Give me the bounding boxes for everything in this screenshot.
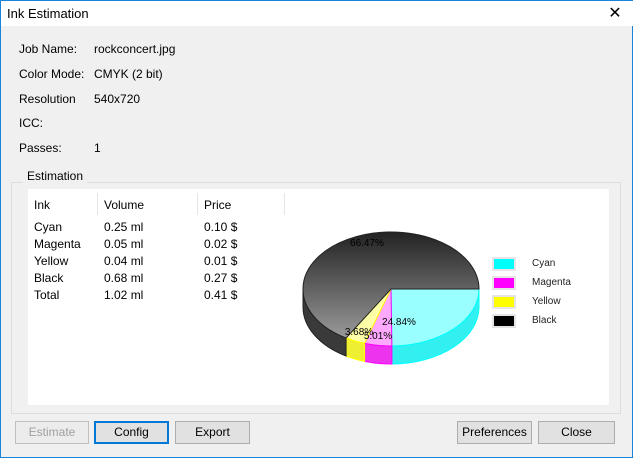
export-button[interactable]: Export (175, 421, 250, 444)
volume-cell: 0.68 ml (104, 271, 144, 285)
legend-swatch-yellow (494, 297, 514, 307)
preferences-button[interactable]: Preferences (457, 421, 532, 444)
column-divider[interactable] (197, 193, 198, 215)
volume-cell: 0.05 ml (104, 237, 144, 251)
ink-pie-chart: 24.84% 5.01%3.68% 66.47% (302, 231, 480, 365)
pie-side-magenta (364, 342, 393, 365)
resolution-value: 540x720 (94, 92, 141, 106)
estimation-group (11, 182, 621, 414)
estimate-button[interactable]: Estimate (15, 421, 89, 444)
column-header-volume[interactable]: Volume (104, 198, 145, 212)
legend-swatch-magenta (494, 278, 514, 288)
ink-name-cell: Yellow (34, 254, 69, 268)
price-cell: 0.02 $ (204, 237, 238, 251)
legend-label-yellow: Yellow (532, 296, 561, 307)
estimation-group-title: Estimation (23, 169, 88, 183)
color-mode-label: Color Mode: (19, 67, 85, 81)
pie-label-cyan: 24.84% (382, 317, 416, 328)
close-icon[interactable]: ✕ (608, 5, 622, 22)
price-cell: 0.10 $ (204, 220, 238, 234)
pie-label-black: 66.47% (350, 238, 384, 249)
job-name-value: rockconcert.jpg (94, 42, 176, 56)
ink-name-cell: Cyan (34, 220, 63, 234)
title-bar: Ink Estimation ✕ (1, 0, 633, 26)
volume-cell: 0.25 ml (104, 220, 144, 234)
legend-swatch-cyan (494, 259, 514, 269)
pie-label-magenta: 5.01% (364, 331, 392, 342)
ink-name-cell: Total (34, 288, 60, 302)
pie-slice-black (302, 231, 480, 339)
column-header-ink[interactable]: Ink (34, 198, 51, 212)
estimation-panel: Ink Volume Price Cyan 0.25 ml 0.10 $ Magent… (28, 189, 609, 405)
volume-cell: 0.04 ml (104, 254, 144, 268)
pie-label-yellow: 3.68% (345, 327, 373, 338)
ink-name-cell: Black (34, 271, 64, 285)
volume-cell: 1.02 ml (104, 288, 144, 302)
legend-label-magenta: Magenta (532, 277, 571, 288)
price-cell: 0.27 $ (204, 271, 238, 285)
job-name-label: Job Name: (19, 42, 78, 56)
legend-swatch-black (494, 316, 514, 326)
ink-name-cell: Magenta (34, 237, 81, 251)
column-header-price[interactable]: Price (204, 198, 232, 212)
window-title: Ink Estimation (7, 6, 89, 21)
icc-label: ICC: (19, 116, 43, 130)
config-button[interactable]: Config (94, 421, 169, 444)
price-cell: 0.01 $ (204, 254, 238, 268)
resolution-label: Resolution (19, 92, 76, 106)
price-cell: 0.41 $ (204, 288, 238, 302)
pie-slice-cyan (390, 288, 480, 347)
legend-label-black: Black (532, 315, 557, 326)
color-mode-value: CMYK (2 bit) (94, 67, 163, 81)
column-divider[interactable] (284, 193, 285, 215)
legend-label-cyan: Cyan (532, 258, 556, 269)
close-button[interactable]: Close (538, 421, 615, 444)
column-divider[interactable] (97, 193, 98, 215)
passes-label: Passes: (19, 141, 62, 155)
passes-value: 1 (94, 141, 101, 155)
